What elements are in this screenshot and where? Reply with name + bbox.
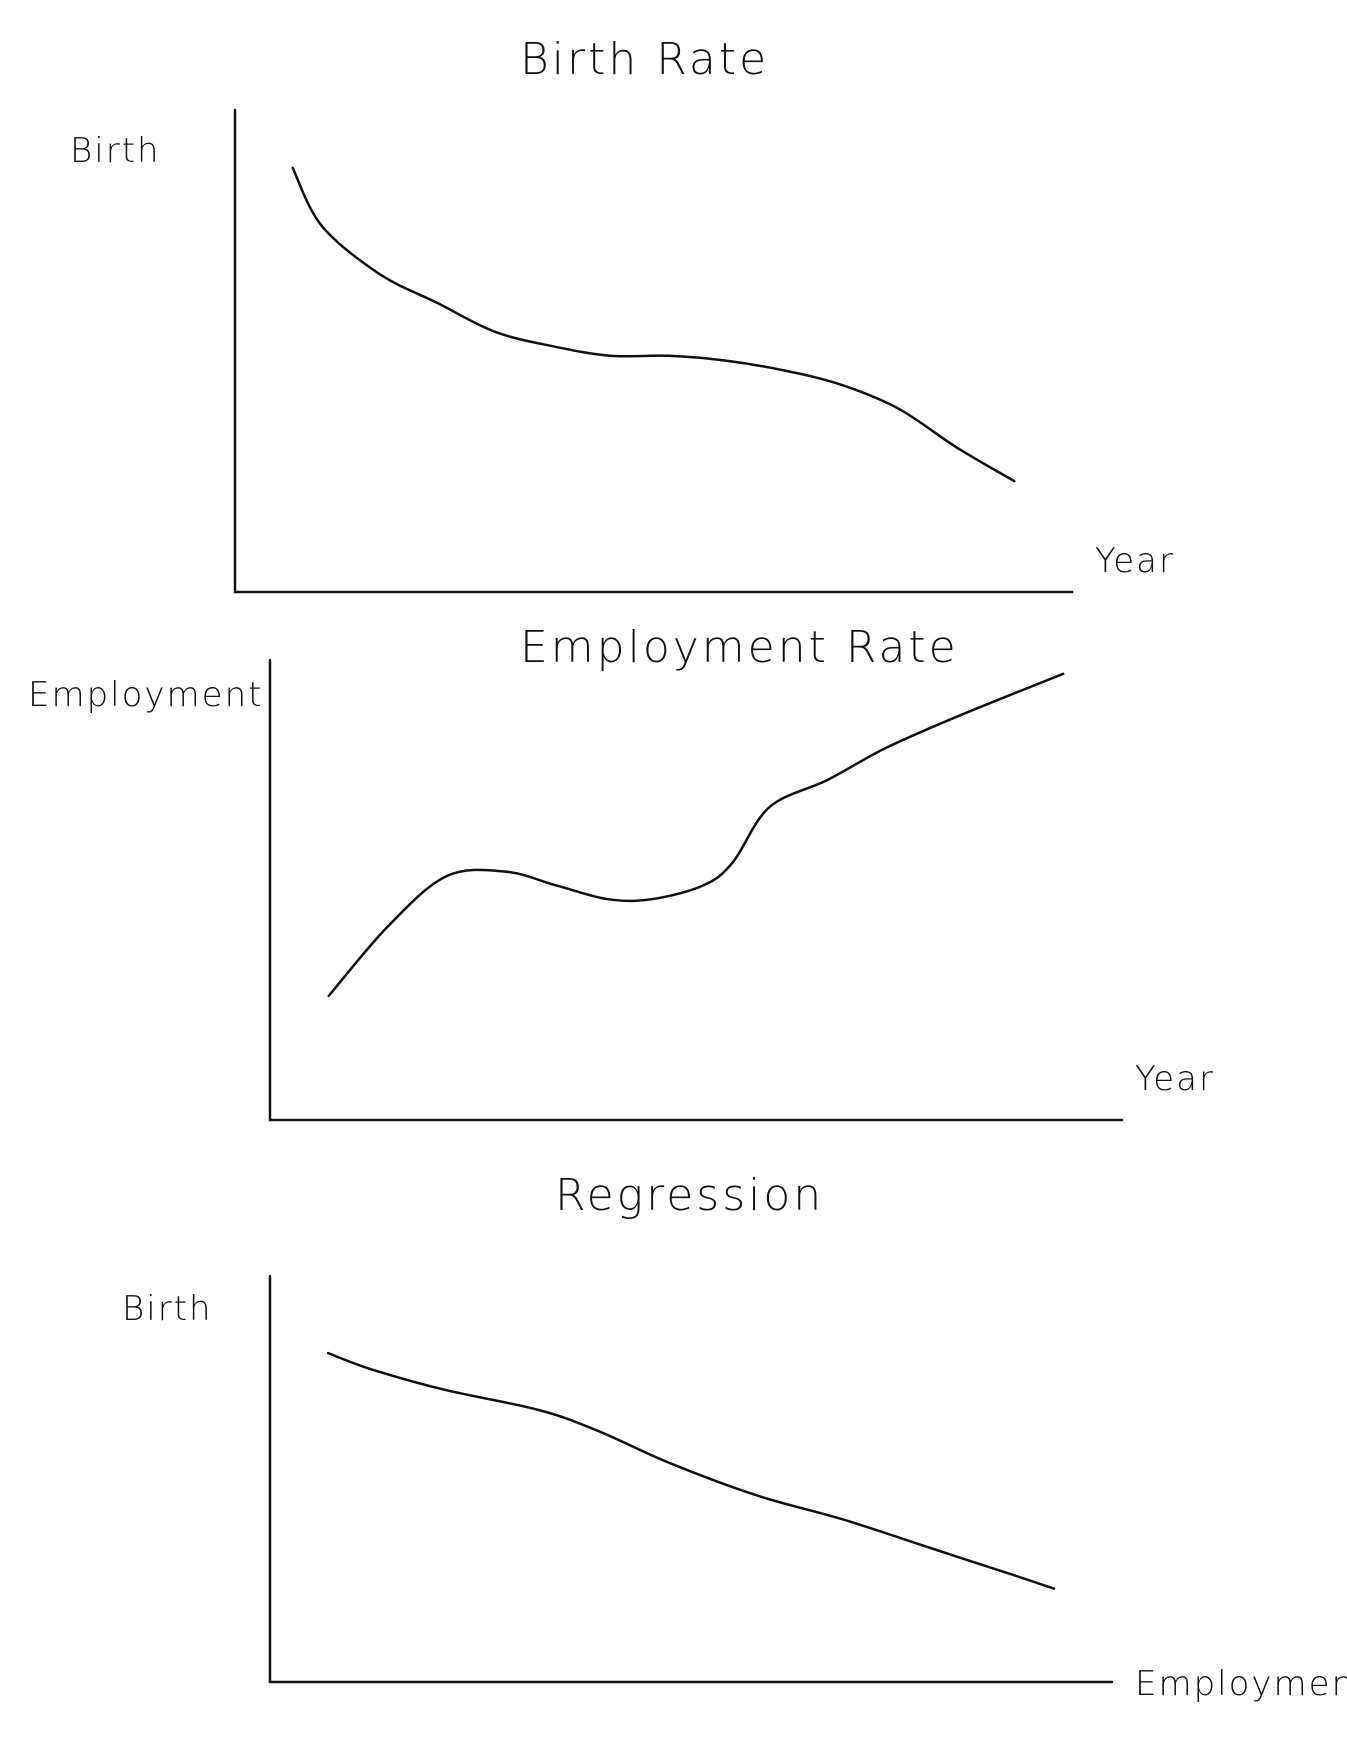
employment-rate-chart: Employment Rate Employment Year bbox=[28, 622, 1215, 1122]
y-axis-label: Employment bbox=[28, 675, 263, 715]
x-axis-label: Year bbox=[1135, 1059, 1215, 1099]
chart-title: Birth Rate bbox=[520, 34, 769, 85]
x-axis-label: Employment bbox=[1135, 1664, 1347, 1704]
axes bbox=[268, 1274, 1114, 1684]
birth-rate-chart: Birth Rate Birth Year bbox=[70, 34, 1175, 594]
series-line bbox=[327, 672, 1065, 998]
y-axis-label: Birth bbox=[122, 1289, 213, 1329]
chart-title: Employment Rate bbox=[520, 622, 959, 673]
regression-chart: Regression Birth Employment bbox=[122, 1170, 1347, 1704]
series-line bbox=[326, 1351, 1056, 1590]
x-axis-label: Year bbox=[1095, 541, 1175, 581]
chart-title: Regression bbox=[555, 1170, 824, 1221]
axes bbox=[233, 108, 1074, 594]
series-line bbox=[291, 166, 1016, 483]
axes bbox=[268, 658, 1124, 1122]
y-axis-label: Birth bbox=[70, 131, 161, 171]
